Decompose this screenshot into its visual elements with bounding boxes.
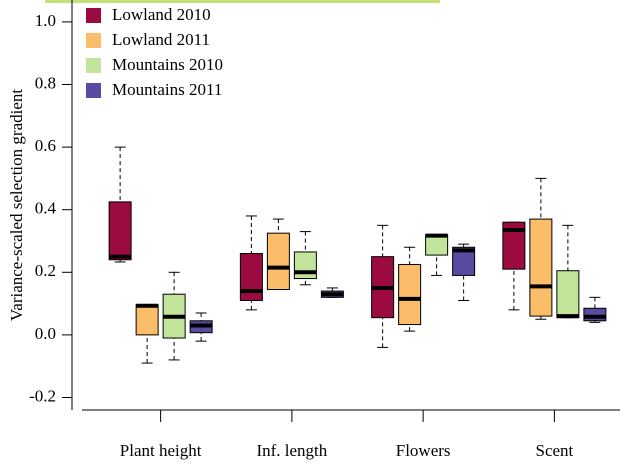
y-tick-label: 0.0 <box>35 324 56 343</box>
x-tick-label: Plant height <box>120 441 202 460</box>
top-strip <box>45 0 440 3</box>
y-tick-label: 1.0 <box>35 11 56 30</box>
x-tick-label: Scent <box>535 441 573 460</box>
y-tick-label: 0.2 <box>35 261 56 280</box>
box <box>239 253 263 301</box>
box <box>135 304 159 336</box>
box <box>425 234 449 256</box>
legend-swatch <box>86 33 101 48</box>
y-tick-label: -0.2 <box>29 386 56 405</box>
box <box>556 270 580 319</box>
box <box>293 251 317 280</box>
legend-label: Lowland 2011 <box>112 30 210 49</box>
legend-label: Mountains 2011 <box>112 80 222 99</box>
box <box>452 246 476 276</box>
y-tick-label: 0.8 <box>35 73 56 92</box>
box <box>502 221 526 270</box>
legend-label: Mountains 2010 <box>112 55 223 74</box>
legend-swatch <box>86 83 101 98</box>
box <box>108 201 132 261</box>
x-tick-label: Inf. length <box>256 441 327 460</box>
box <box>398 263 422 326</box>
box <box>266 232 290 291</box>
x-tick-label: Flowers <box>396 441 451 460</box>
legend-label: Lowland 2010 <box>112 5 211 24</box>
y-tick-label: 0.4 <box>35 199 57 218</box>
y-axis-title: Variance-scaled selection gradient <box>7 89 26 321</box>
box <box>529 218 553 317</box>
legend-swatch <box>86 58 101 73</box>
legend-swatch <box>86 8 101 23</box>
box <box>583 307 607 322</box>
y-tick-label: 0.6 <box>35 136 56 155</box>
